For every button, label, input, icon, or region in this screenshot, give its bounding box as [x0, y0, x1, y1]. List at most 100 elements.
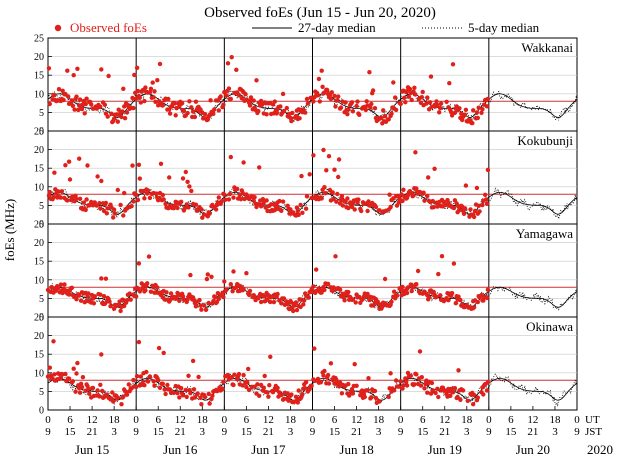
observed-point [426, 175, 431, 180]
observed-point [311, 99, 316, 104]
legend-observed-label: Observed foEs [70, 20, 147, 35]
station-label: Kokubunji [517, 133, 573, 148]
observed-point [77, 156, 82, 161]
observed-point [372, 388, 378, 394]
observed-point [251, 98, 256, 103]
observed-point [296, 212, 301, 217]
observed-point [134, 384, 139, 390]
observed-point [213, 207, 219, 212]
observed-point [471, 402, 476, 407]
observed-point [167, 387, 173, 392]
observed-point [196, 374, 201, 380]
observed-point [350, 391, 356, 396]
observed-point [447, 81, 452, 86]
observed-point [403, 100, 408, 105]
observed-point [346, 205, 351, 211]
observed-point [281, 109, 287, 114]
observed-point [118, 308, 123, 314]
station-label: Okinawa [526, 319, 573, 334]
observed-point [209, 274, 214, 279]
observed-point [160, 192, 165, 198]
observed-point [391, 80, 396, 85]
observed-point [345, 196, 350, 201]
observed-point [421, 190, 426, 195]
observed-point [451, 261, 457, 266]
observed-point [349, 100, 355, 105]
observed-point [235, 186, 240, 192]
observed-point [293, 300, 299, 305]
observed-point [75, 360, 80, 366]
observed-point [161, 350, 166, 356]
observed-point [183, 169, 188, 175]
observed-point [185, 110, 190, 116]
x-tick-label-jst: 9 [222, 426, 228, 438]
observed-point [216, 296, 221, 302]
observed-point [367, 70, 372, 75]
observed-point [314, 267, 319, 272]
observed-point [247, 103, 253, 108]
y-tick-label: 10 [34, 182, 44, 193]
x-tick-label-ut: 0 [222, 414, 228, 426]
observed-point [354, 383, 359, 388]
observed-point [199, 307, 204, 312]
y-tick-label: 0 [39, 127, 44, 138]
observed-point [373, 395, 379, 401]
observed-point [332, 167, 337, 172]
observed-point [115, 395, 121, 400]
observed-point [65, 68, 70, 73]
x-tick-label-jst: 21 [351, 426, 362, 438]
observed-point [193, 99, 199, 104]
y-tick-label: 5 [39, 201, 44, 212]
observed-point [468, 207, 473, 212]
observed-point [78, 381, 84, 386]
observed-point [456, 368, 461, 373]
observed-point [333, 104, 338, 109]
observed-point [330, 190, 335, 195]
observed-point [84, 96, 89, 101]
observed-point [129, 204, 134, 209]
observed-point [111, 116, 117, 122]
observed-point [86, 291, 91, 296]
observed-point [186, 373, 191, 378]
observed-point [404, 290, 410, 296]
x-tick-label-jst: 21 [175, 426, 186, 438]
observed-point [157, 61, 163, 67]
observed-point [195, 391, 200, 396]
observed-point [119, 402, 124, 407]
x-tick-label-ut: 18 [109, 414, 121, 426]
observed-point [326, 154, 332, 159]
observed-point [293, 394, 299, 399]
observed-point [331, 197, 336, 202]
observed-point [73, 389, 78, 394]
observed-point [437, 110, 442, 115]
observed-point [228, 96, 233, 102]
observed-point [406, 94, 412, 99]
y-tick-label: 15 [34, 164, 44, 175]
observed-point [484, 388, 490, 393]
observed-point [152, 89, 157, 94]
observed-point [135, 197, 141, 203]
observed-point [99, 276, 104, 281]
observed-point [126, 382, 131, 387]
observed-point [138, 100, 143, 105]
observed-point [377, 399, 382, 404]
observed-point [220, 386, 225, 392]
observed-point [155, 285, 160, 290]
observed-point [100, 388, 105, 394]
observed-point [272, 99, 277, 104]
observed-point [430, 198, 435, 204]
observed-point [321, 147, 326, 153]
observed-point [121, 213, 126, 218]
observed-point [286, 398, 291, 403]
y-tick-label: 0 [39, 406, 44, 417]
observed-point [472, 208, 478, 214]
observed-point [65, 198, 70, 203]
observed-point [252, 195, 257, 200]
observed-point [298, 202, 303, 208]
observed-point [186, 205, 191, 210]
observed-point [119, 114, 124, 120]
observed-point [425, 193, 430, 199]
observed-point [242, 196, 247, 202]
observed-point [386, 117, 391, 122]
observed-point [136, 162, 142, 167]
